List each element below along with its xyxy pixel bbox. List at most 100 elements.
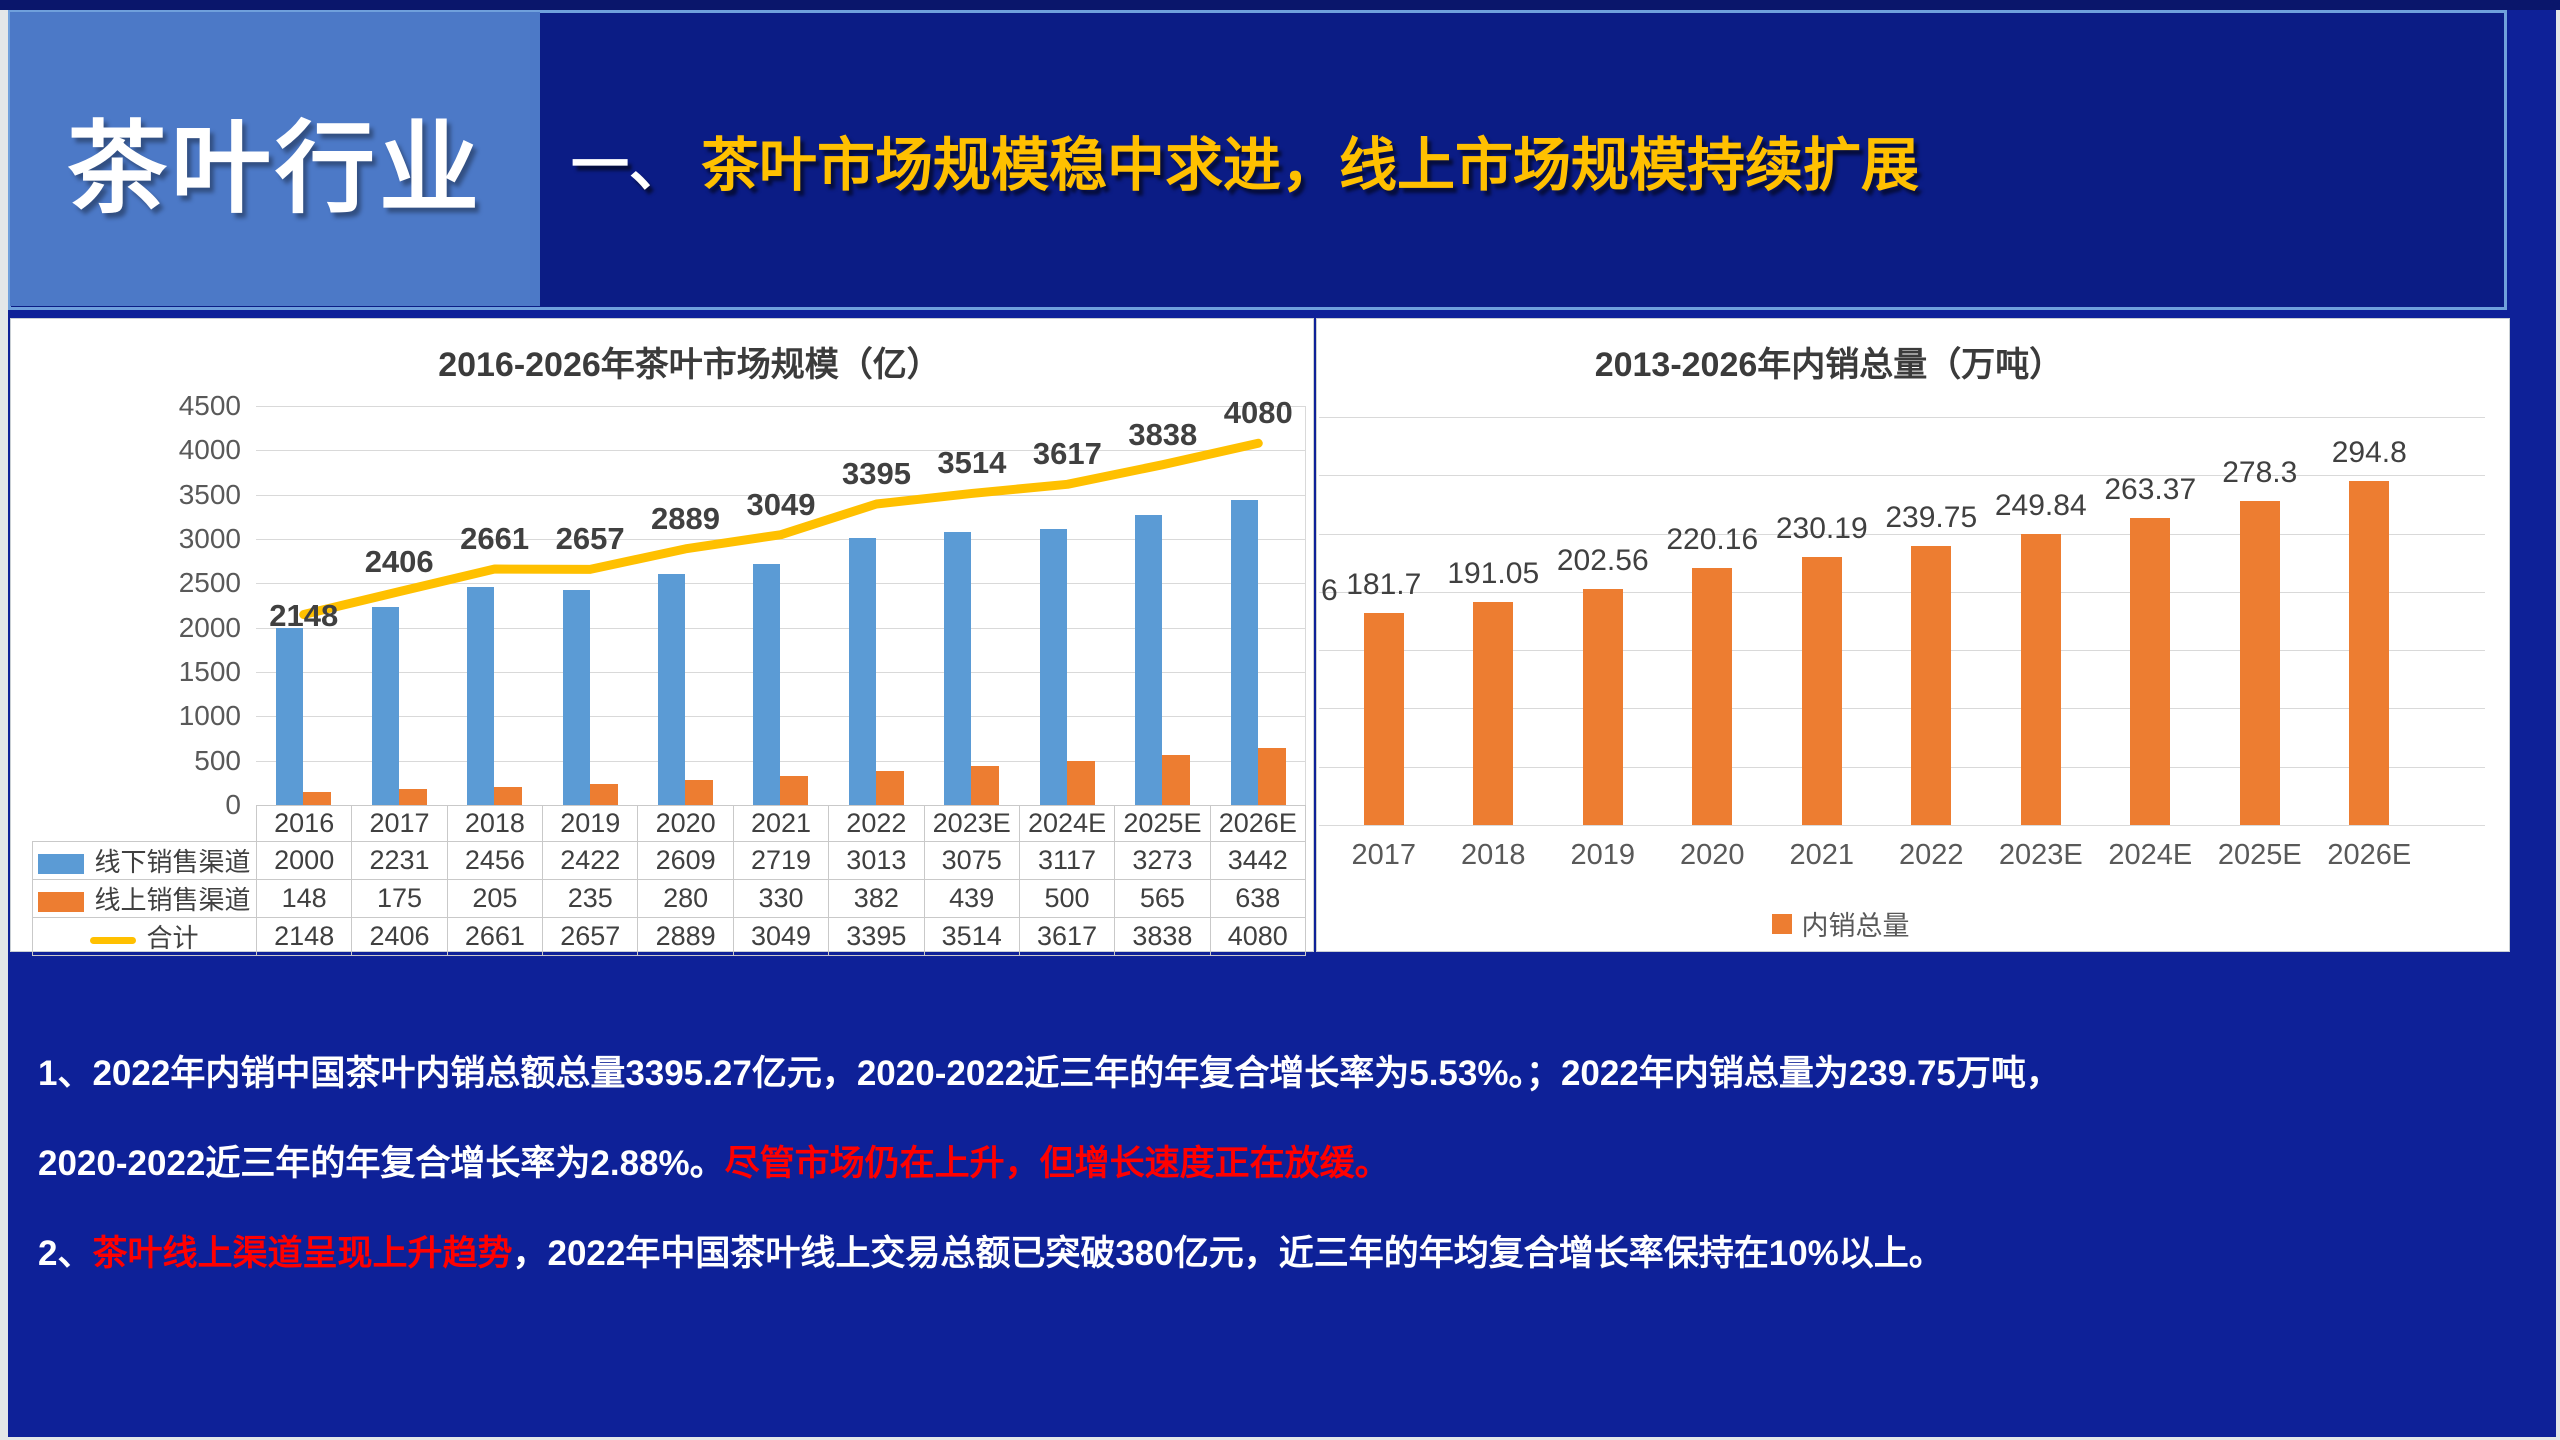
note-text: 2020-2022近三年的年复合增长率为2.88%。	[38, 1143, 725, 1183]
note-text: 1、2022年内销中国茶叶内销总额总量3395.27亿元，2020-2022近三…	[38, 1054, 2061, 1093]
domestic-sales-bar	[1473, 602, 1514, 825]
value-cell: 3117	[1018, 841, 1116, 880]
offline-bar	[562, 590, 590, 805]
domestic-sales-bar	[1363, 613, 1404, 825]
y-tick-label: 1000	[178, 700, 241, 732]
bar-group-2020	[638, 406, 733, 805]
y-tick-label: 4000	[178, 434, 241, 466]
domestic-sales-bar	[2020, 533, 2061, 825]
notes-block: 1、2022年内销中国茶叶内销总额总量3395.27亿元，2020-2022近三…	[38, 1052, 2518, 1321]
total-line-label: 4080	[1223, 395, 1293, 431]
left-chart-bars	[256, 406, 1306, 805]
gridline	[256, 450, 1306, 452]
year-header-cell: 2021	[732, 805, 830, 842]
bar-slot-2024E: 263.37	[2096, 417, 2206, 825]
value-cell: 2148	[255, 917, 353, 956]
bar-data-label: 249.84	[1994, 488, 2087, 522]
bar-slot-2018: 191.05	[1439, 417, 1549, 825]
value-cell: 3617	[1018, 917, 1116, 956]
value-cell: 4080	[1209, 917, 1307, 956]
bar-group-2017	[351, 406, 446, 805]
left-data-table: 2016 2017 2018 2019 2020 2021 2022 2023E 2024E 20…	[32, 805, 1307, 956]
window-edge-left	[0, 10, 8, 1440]
offline-bar	[1230, 499, 1258, 805]
offline-bar	[1135, 514, 1163, 805]
value-cell: 2661	[446, 917, 544, 956]
bar-slot-2017: 181.7	[1329, 417, 1439, 825]
online-bar	[875, 771, 904, 805]
total-line	[299, 438, 1263, 620]
legend-bar-swatch	[38, 854, 85, 875]
value-cell: 2000	[255, 841, 353, 880]
value-cell: 439	[923, 879, 1020, 918]
gridline	[256, 583, 1306, 585]
y-tick-label: 2000	[178, 611, 241, 643]
plot-right-border	[1305, 406, 1306, 805]
domestic-sales-bar	[1801, 556, 1842, 825]
note-line-1: 1、2022年内销中国茶叶内销总额总量3395.27亿元，2020-2022近三…	[38, 1052, 2518, 1096]
value-cell: 3013	[828, 841, 925, 880]
bar-slot-2022: 239.75	[1877, 417, 1987, 825]
value-cell: 2406	[351, 917, 448, 956]
bar-data-label: 220.16	[1666, 523, 1759, 557]
gridline	[1319, 708, 2485, 710]
domestic-sales-bar	[1911, 545, 1952, 825]
left-chart-panel: 2016-2026年茶叶市场规模（亿） 2148 2406 2661 2657 2889…	[10, 318, 1314, 956]
value-cell: 3442	[1209, 841, 1307, 880]
industry-title: 茶叶行业	[67, 112, 483, 225]
bar-data-label: 191.05	[1447, 557, 1540, 591]
bar-data-label: 294.8	[2331, 436, 2407, 470]
bar-group-2023E	[924, 406, 1019, 805]
y-tick-label: 500	[194, 744, 241, 776]
window-edge-right	[2556, 10, 2560, 1440]
right-x-axis-labels: 2017 2018 2019 2020 2021 2022 2023E 2024E 2025E 2…	[1329, 839, 2424, 872]
bar-data-label: 278.3	[2222, 455, 2298, 489]
offline-bar	[848, 537, 876, 805]
gridline	[256, 539, 1306, 540]
gridline	[1319, 825, 2485, 826]
bar-group-2021	[733, 406, 828, 805]
bar-data-label: 230.19	[1775, 511, 1868, 545]
right-chart-panel: 2013-2026年内销总量（万吨） 181.7 191.05 202.56 220.…	[1316, 318, 2510, 952]
table-row: 合计 2148 2406 2661 2657 2889 3049 3395 3514 3617 38…	[32, 917, 1307, 956]
y-tick-label: 1500	[178, 656, 241, 687]
online-bar	[1257, 748, 1286, 805]
bar-slot-2021: 230.19	[1767, 417, 1877, 825]
industry-title-box: 茶叶行业	[10, 12, 540, 306]
value-cell: 3273	[1114, 841, 1211, 880]
section-heading: 一、 茶叶市场规模稳中求进，线上市场规模持续扩展	[571, 13, 1919, 307]
value-cell: 500	[1018, 879, 1116, 918]
value-cell: 2657	[542, 917, 639, 956]
gridline	[256, 672, 1306, 673]
value-cell: 3838	[1114, 917, 1211, 956]
total-line-label: 2661	[460, 521, 530, 557]
domestic-sales-bar	[2239, 500, 2280, 825]
value-cell: 2719	[732, 841, 830, 880]
bar-slot-2023E: 249.84	[1986, 417, 2096, 825]
x-axis-label: 2018	[1460, 839, 1526, 871]
bar-group-2026E	[1211, 406, 1306, 805]
gridline	[256, 406, 1306, 407]
right-chart-title: 2013-2026年内销总量（万吨）	[1594, 346, 2064, 384]
table-corner-cell	[33, 806, 257, 842]
note-line-3: 2、茶叶线上渠道呈现上升趋势，2022年中国茶叶线上交易总额已突破380亿元，近…	[38, 1232, 2518, 1276]
value-cell: 638	[1209, 879, 1307, 918]
total-line-label: 2148	[269, 597, 339, 633]
value-cell: 2231	[351, 841, 448, 880]
total-line-label: 3838	[1128, 416, 1198, 452]
right-chart-plot: 181.7 191.05 202.56 220.16 230.19 239.75 249.8…	[1319, 417, 2485, 826]
legend-swatch-orange	[1771, 913, 1792, 934]
x-axis-label: 2022	[1898, 839, 1964, 871]
bar-slot-2025E: 278.3	[2205, 417, 2315, 825]
gridline	[1319, 591, 2485, 593]
value-cell: 330	[732, 879, 830, 918]
total-line-label: 3514	[937, 445, 1007, 481]
x-axis-label: 2025E	[2217, 839, 2302, 871]
value-cell: 205	[446, 879, 544, 918]
year-header-cell: 2020	[637, 805, 734, 842]
table-row: 线下销售渠道 2000 2231 2456 2422 2609 2719 3013 3075 31…	[32, 841, 1307, 880]
y-tick-label: 3000	[178, 523, 241, 554]
bar-slot-2020: 220.16	[1658, 417, 1768, 825]
total-line-label: 2889	[651, 500, 721, 536]
section-heading-text: 茶叶市场规模稳中求进，线上市场规模持续扩展	[701, 133, 1920, 198]
